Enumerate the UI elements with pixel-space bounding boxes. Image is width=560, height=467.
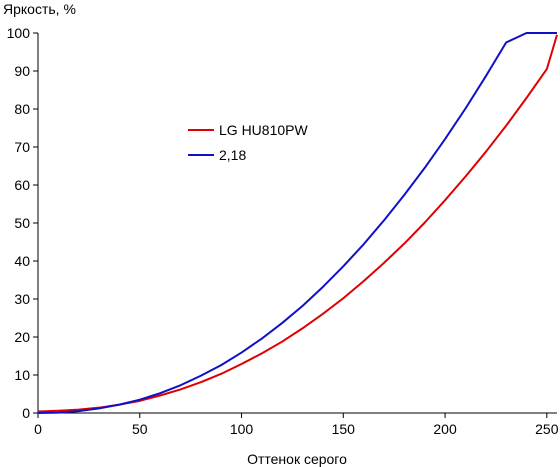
legend-label-series-1: 2,18 — [219, 147, 246, 163]
x-tick-label-5: 250 — [535, 421, 559, 437]
y-tick-label-6: 60 — [14, 177, 30, 193]
x-tick-label-3: 150 — [332, 421, 356, 437]
series-line-1 — [37, 32, 557, 414]
series-line-0 — [37, 34, 558, 413]
x-tick-label-0: 0 — [34, 421, 42, 437]
y-tick-label-10: 100 — [7, 25, 31, 41]
y-tick-label-7: 70 — [14, 139, 30, 155]
x-tick-label-1: 50 — [132, 421, 148, 437]
y-axis-title: Яркость, % — [3, 1, 76, 17]
y-tick-label-1: 10 — [14, 367, 30, 383]
y-tick-label-8: 80 — [14, 101, 30, 117]
y-tick-label-5: 50 — [14, 215, 30, 231]
x-tick-label-4: 200 — [433, 421, 457, 437]
y-tick-label-2: 20 — [14, 329, 30, 345]
x-axis-title: Оттенок серого — [247, 451, 347, 467]
y-tick-label-0: 0 — [22, 405, 30, 421]
y-tick-label-3: 30 — [14, 291, 30, 307]
y-tick-label-9: 90 — [14, 63, 30, 79]
legend: LG HU810PW 2,18 — [188, 122, 308, 163]
x-tick-label-2: 100 — [230, 421, 254, 437]
legend-label-series-0: LG HU810PW — [219, 122, 308, 138]
y-tick-label-4: 40 — [14, 253, 30, 269]
